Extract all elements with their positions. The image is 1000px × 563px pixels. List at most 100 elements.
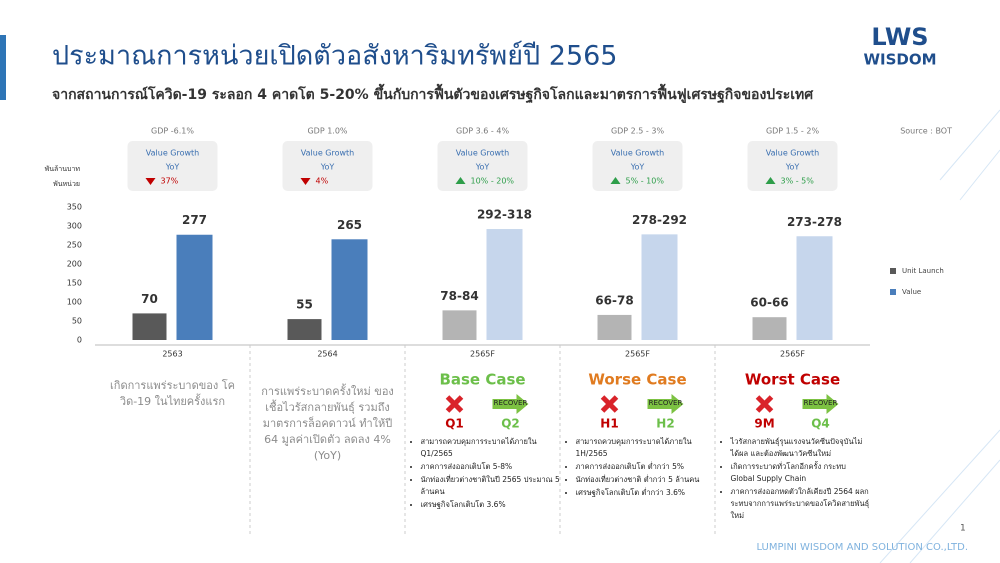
bar (176, 234, 213, 340)
recover-period: Q4 (811, 417, 830, 431)
bullet: ไวรัสกลายพันธุ์รุนแรงจนวัคซีนปัจจุบันไม่… (731, 436, 871, 460)
value-label: 273-278 (787, 215, 842, 229)
recover-period: H2 (656, 417, 674, 431)
recover-label: RECOVER (649, 399, 683, 407)
value-label: 78-84 (440, 289, 478, 303)
fail-period: H1 (600, 417, 618, 431)
y-axis-label: พันหน่วย (53, 180, 80, 188)
legend-swatch (890, 268, 896, 274)
value-label: 66-78 (595, 293, 633, 307)
growth-title: Value Growth (146, 149, 199, 158)
bullet-list: สามารถควบคุมการระบาดได้ภายใน Q1/2565ภาคก… (411, 436, 561, 512)
scenario-title: Worst Case (745, 371, 840, 389)
footer: LUMPINI WISDOM AND SOLUTION CO.,LTD. (756, 542, 968, 553)
y-axis-label: พันล้านบาท (45, 165, 81, 173)
y-tick-label: 350 (67, 203, 82, 212)
value-label: 292-318 (477, 208, 532, 222)
bar (442, 310, 477, 340)
growth-yoy: YoY (320, 163, 335, 172)
recover-label: RECOVER (494, 399, 528, 407)
fail-period: Q1 (445, 417, 464, 431)
y-tick-label: 0 (77, 336, 82, 345)
bar (287, 319, 322, 340)
note: เกิดการแพร่ระบาดของ โควิด-19 ในไทยครั้งแ… (110, 379, 235, 408)
y-tick-label: 150 (67, 279, 82, 288)
recover-arrow (802, 394, 839, 414)
bar (796, 236, 833, 340)
growth-yoy: YoY (785, 163, 800, 172)
y-tick-label: 250 (67, 241, 82, 250)
page-number: 1 (960, 524, 966, 534)
growth-title: Value Growth (611, 149, 664, 158)
y-tick-label: 300 (67, 222, 82, 231)
legend-label: Unit Launch (902, 267, 944, 275)
logo: LWS (871, 23, 928, 51)
decoration (879, 109, 1000, 563)
growth-yoy: YoY (630, 163, 645, 172)
growth-value: 4% (316, 177, 329, 186)
y-tick-label: 100 (67, 298, 82, 307)
y-tick-label: 200 (67, 260, 82, 269)
value-label: 265 (337, 218, 362, 232)
growth-title: Value Growth (301, 149, 354, 158)
scenario-title: Worse Case (588, 371, 686, 389)
gdp-label: GDP 2.5 - 3% (611, 127, 665, 136)
x-tick-label: 2564 (317, 350, 337, 359)
growth-title: Value Growth (456, 149, 509, 158)
value-label: 278-292 (632, 213, 687, 227)
gdp-label: GDP 1.5 - 2% (766, 127, 820, 136)
growth-value: 10% - 20% (471, 177, 515, 186)
recover-label: RECOVER (804, 399, 838, 407)
bar (641, 234, 678, 340)
recover-arrow (492, 394, 529, 414)
bullet: เศรษฐกิจโลกเติบโต 3.6% (421, 499, 561, 511)
subtitle: จากสถานการณ์โควิด-19 ระลอก 4 คาดโต 5-20%… (52, 83, 814, 104)
fail-mark (445, 395, 464, 413)
bullet: ภาคการส่งออกหดตัวใกล้เคียงปี 2564 ผลกระท… (731, 486, 871, 522)
bar (486, 229, 523, 340)
growth-yoy: YoY (475, 163, 490, 172)
bar (132, 313, 167, 340)
bullet: ภาคการส่งออกเติบโต 5-8% (421, 461, 561, 473)
growth-arrow (145, 178, 156, 185)
growth-value: 5% - 10% (626, 177, 665, 186)
bullet: สามารถควบคุมการระบาดได้ภายใน 1H/2565 (576, 436, 716, 460)
recover-arrow (647, 394, 684, 414)
bullet: สามารถควบคุมการระบาดได้ภายใน Q1/2565 (421, 436, 561, 460)
note: การแพร่ระบาดครั้งใหม่ ของเชื้อไวรัสกลายพ… (261, 385, 394, 462)
source: Source : BOT (900, 127, 952, 136)
growth-arrow (610, 177, 621, 184)
fail-period: 9M (754, 417, 774, 431)
growth-title: Value Growth (766, 149, 819, 158)
bullet: นักท่องเที่ยวต่างชาติในปี 2565 ประมาณ 5 … (421, 474, 561, 498)
recover-period: Q2 (501, 417, 520, 431)
bullet: ภาคการส่งออกเติบโต ต่ำกว่า 5% (576, 461, 716, 473)
fail-mark (600, 395, 619, 413)
bullet-list: สามารถควบคุมการระบาดได้ภายใน 1H/2565ภาคก… (566, 436, 716, 500)
x-tick-label: 2563 (162, 350, 182, 359)
legend-swatch (890, 289, 896, 295)
value-label: 55 (296, 298, 313, 312)
x-tick-label: 2565F (625, 350, 650, 359)
logo: WISDOM (863, 51, 936, 69)
accent-bar (0, 35, 6, 100)
growth-value: 3% - 5% (781, 177, 815, 186)
x-tick-label: 2565F (470, 350, 495, 359)
value-label: 70 (141, 292, 158, 306)
title: ประมาณการหน่วยเปิดตัวอสังหาริมทรัพย์ปี 2… (52, 40, 617, 72)
bar (331, 239, 368, 340)
legend-label: Value (902, 288, 921, 296)
growth-arrow (300, 178, 311, 185)
bullet: เศรษฐกิจโลกเติบโต ต่ำกว่า 3.6% (576, 487, 716, 499)
gdp-label: GDP 1.0% (307, 127, 347, 136)
gdp-label: GDP -6.1% (151, 127, 194, 136)
value-label: 60-66 (750, 296, 788, 310)
bullet: นักท่องเที่ยวต่างชาติ ต่ำกว่า 5 ล้านคน (576, 474, 716, 486)
x-tick-label: 2565F (780, 350, 805, 359)
gdp-label: GDP 3.6 - 4% (456, 127, 510, 136)
bar (752, 317, 787, 340)
bullet: เกิดการระบาดทั่วโลกอีกครั้ง กระทบ Global… (731, 461, 871, 485)
growth-arrow (455, 177, 466, 184)
